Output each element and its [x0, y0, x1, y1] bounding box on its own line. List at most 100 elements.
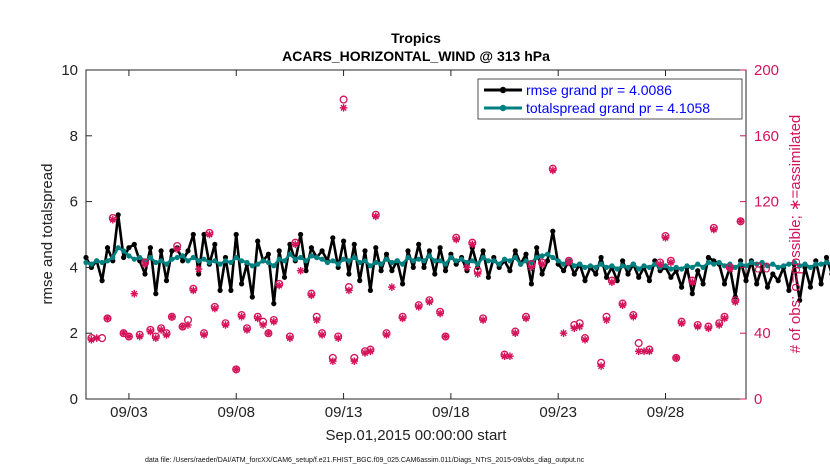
- rmse-point: [389, 268, 395, 274]
- totalspread-point: [475, 261, 481, 267]
- totalspread-point: [249, 263, 255, 269]
- obs-assimilated-marker: [296, 266, 305, 275]
- obs-assimilated-marker: [414, 303, 423, 311]
- totalspread-point: [271, 263, 277, 269]
- totalspread-point: [405, 254, 411, 261]
- rmse-point: [759, 264, 765, 270]
- totalspread-point: [126, 253, 132, 259]
- totalspread-point: [324, 259, 331, 266]
- totalspread-point: [276, 256, 282, 262]
- totalspread-point: [239, 258, 245, 264]
- totalspread-point: [464, 259, 470, 266]
- obs-assimilated-marker: [463, 263, 471, 272]
- obs-assimilated-marker: [522, 314, 530, 323]
- obs-assimilated-marker: [200, 331, 208, 339]
- obs-assimilated-marker: [87, 335, 96, 344]
- totalspread-point: [442, 261, 449, 267]
- x-axis-label: Sep.01,2015 00:00:00 start: [326, 427, 508, 444]
- totalspread-point: [797, 263, 803, 269]
- totalspread-point: [759, 259, 765, 266]
- rmse-point: [544, 258, 551, 264]
- rmse-point: [668, 274, 674, 280]
- totalspread-point: [308, 253, 314, 259]
- totalspread-point: [748, 259, 755, 266]
- totalspread-point: [169, 256, 175, 262]
- obs-assimilated-marker: [253, 314, 262, 323]
- obs-assimilated-marker: [371, 212, 380, 221]
- obs-assimilated-marker: [618, 301, 627, 310]
- rmse-point: [217, 287, 223, 293]
- totalspread-point: [512, 254, 518, 261]
- rmse-point: [265, 251, 271, 257]
- totalspread-point: [711, 261, 717, 267]
- totalspread-point: [603, 264, 610, 270]
- totalspread-point: [330, 258, 336, 264]
- totalspread-point: [684, 263, 690, 269]
- totalspread-point: [180, 253, 186, 259]
- obs-assimilated-marker: [634, 347, 643, 356]
- totalspread-point: [147, 254, 153, 261]
- totalspread-point: [357, 259, 363, 266]
- totalspread-point: [577, 261, 583, 267]
- obs-assimilated-marker: [602, 316, 611, 324]
- totalspread-point: [99, 259, 105, 266]
- obs-assimilated-marker: [178, 322, 187, 331]
- obs-assimilated-marker: [731, 298, 740, 306]
- rmse-point: [807, 284, 814, 290]
- totalspread-point: [94, 258, 100, 264]
- totalspread-point: [555, 258, 561, 264]
- obs-assimilated-marker: [130, 289, 139, 298]
- rmse-point: [775, 278, 781, 284]
- totalspread-point: [432, 258, 438, 264]
- legend-spread-label: totalspread grand pr = 4.1058: [526, 100, 710, 116]
- y-tick-label-left: 2: [70, 325, 78, 342]
- totalspread-point: [593, 264, 599, 270]
- obs-assimilated-marker: [398, 314, 407, 323]
- totalspread-point: [265, 259, 271, 266]
- rmse-point: [362, 248, 368, 254]
- rmse-point: [190, 231, 196, 238]
- obs-assimilated-marker: [221, 321, 230, 329]
- totalspread-point: [738, 261, 744, 267]
- rmse-point: [378, 268, 384, 274]
- x-tick-label: 09/08: [217, 404, 255, 421]
- obs-assimilated-marker: [425, 298, 434, 306]
- rmse-point: [308, 245, 314, 251]
- totalspread-point: [448, 254, 454, 261]
- rmse-point: [480, 248, 486, 254]
- rmse-point: [367, 287, 373, 293]
- totalspread-point: [121, 248, 127, 254]
- totalspread-point: [314, 254, 320, 261]
- obs-assimilated-marker: [168, 312, 176, 321]
- obs-possible-marker: [634, 339, 643, 348]
- rmse-point: [700, 281, 706, 287]
- obs-layer: [87, 95, 745, 374]
- rmse-point: [442, 268, 449, 274]
- totalspread-point: [716, 259, 722, 266]
- totalspread-point: [453, 258, 459, 264]
- rmse-point: [180, 258, 186, 264]
- rmse-point: [99, 278, 105, 284]
- totalspread-point: [614, 266, 620, 272]
- rmse-point: [689, 291, 695, 297]
- footer-data-file: data file: /Users/raeder/DAI/ATM_forcXX/…: [145, 457, 585, 464]
- obs-assimilated-marker: [715, 321, 723, 329]
- rmse-point: [571, 271, 577, 277]
- totalspread-point: [217, 261, 223, 267]
- legend-spread-marker: [499, 104, 507, 112]
- rmse-point: [357, 278, 363, 284]
- rmse-point: [823, 254, 830, 261]
- rmse-point: [341, 238, 347, 244]
- rmse-point: [625, 271, 631, 277]
- y-tick-label-left: 6: [70, 194, 78, 211]
- rmse-point: [426, 248, 432, 254]
- totalspread-point: [137, 254, 143, 261]
- rmse-point: [405, 248, 411, 254]
- rmse-point: [83, 254, 89, 261]
- obs-assimilated-marker: [645, 347, 654, 356]
- rmse-point: [528, 281, 535, 287]
- totalspread-point: [754, 261, 760, 267]
- totalspread-point: [281, 258, 288, 264]
- totalspread-point: [104, 258, 111, 264]
- totalspread-point: [88, 261, 94, 267]
